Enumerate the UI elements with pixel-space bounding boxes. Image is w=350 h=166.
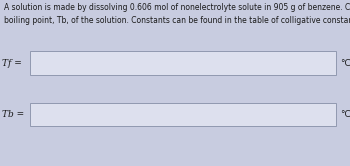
Text: °C: °C: [340, 59, 350, 68]
FancyBboxPatch shape: [30, 103, 336, 126]
Text: Tb =: Tb =: [2, 110, 24, 119]
FancyBboxPatch shape: [30, 51, 336, 75]
Text: Tf =: Tf =: [2, 59, 21, 68]
Text: A solution is made by dissolving 0.606 mol of nonelectrolyte solute in 905 g of : A solution is made by dissolving 0.606 m…: [4, 3, 350, 25]
Text: °C: °C: [340, 110, 350, 119]
